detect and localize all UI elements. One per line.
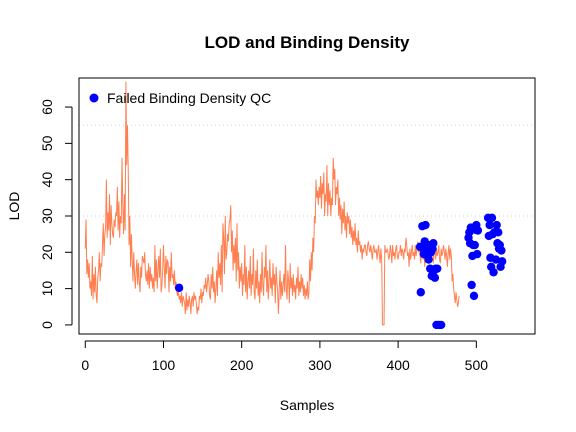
failed-qc-point	[485, 220, 494, 230]
x-axis: 0 100 200 300 400 500	[81, 340, 489, 373]
legend: Failed Binding Density QC	[89, 90, 271, 106]
y-tick-label: 60	[39, 99, 55, 115]
legend-label: Failed Binding Density QC	[107, 90, 271, 106]
failed-qc-point	[489, 268, 498, 277]
failed-qc-point	[424, 255, 433, 264]
failed-qc-point	[470, 240, 479, 250]
failed-qc-point	[430, 273, 440, 282]
y-axis: 0 10 20 30 40 50 60	[39, 99, 73, 329]
x-tick-label: 500	[465, 357, 489, 373]
y-tick-label: 10	[39, 281, 55, 297]
chart-title: LOD and Binding Density	[205, 33, 410, 52]
failed-qc-point	[497, 246, 506, 255]
failed-qc-point	[174, 283, 184, 293]
grid-lines	[79, 124, 535, 217]
y-axis-label: LOD	[6, 192, 22, 221]
x-tick-label: 300	[308, 357, 332, 373]
y-tick-label: 40	[39, 172, 55, 188]
x-tick-label: 400	[386, 357, 410, 373]
failed-qc-point	[497, 257, 507, 266]
y-tick-label: 0	[39, 321, 55, 329]
failed-qc-point	[433, 264, 442, 273]
lod-line	[84, 81, 460, 326]
y-tick-label: 50	[39, 135, 55, 151]
y-tick-label: 30	[39, 208, 55, 224]
legend-marker	[89, 93, 99, 103]
plot-frame	[78, 77, 536, 335]
failed-qc-point	[467, 280, 476, 290]
x-tick-label: 0	[81, 357, 89, 373]
failed-qc-point	[487, 213, 497, 222]
lod-series	[84, 81, 460, 326]
x-tick-label: 100	[152, 357, 176, 373]
failed-qc-point	[436, 320, 446, 330]
failed-qc-point	[416, 288, 425, 297]
failed-qc-point	[421, 220, 430, 230]
failed-qc-point	[472, 249, 482, 259]
failed-qc-point	[494, 228, 503, 237]
y-tick-label: 20	[39, 244, 55, 260]
failed-qc-point	[429, 239, 438, 248]
x-axis-label: Samples	[280, 397, 334, 413]
failed-qc-point	[492, 220, 501, 230]
failed-qc-point	[473, 226, 483, 235]
failed-qc-point	[469, 291, 479, 301]
x-tick-label: 200	[230, 357, 254, 373]
failed-qc-points	[174, 213, 507, 330]
